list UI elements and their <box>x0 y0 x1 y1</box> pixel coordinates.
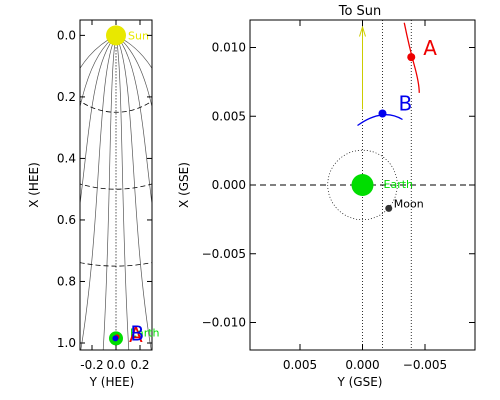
parker-spiral-line-2 <box>80 35 117 208</box>
parker-spiral-line-7 <box>115 35 152 208</box>
geocentric-y-tick-label-3: −0.005 <box>202 247 246 261</box>
moon-orbit <box>327 149 398 221</box>
moon-label: Moon <box>394 197 424 210</box>
stereo-b-label: B <box>130 321 144 345</box>
heliocentric-x-tick-label-1: 0.0 <box>106 358 125 372</box>
stereo-a-trajectory <box>403 22 420 93</box>
heliocentric-x-tick-label-0: -0.2 <box>80 358 103 372</box>
geocentric-plot-area <box>250 20 475 350</box>
heliocentric-y-tick-label-1: 0.2 <box>57 90 76 104</box>
geocentric-y-tick-label-1: 0.005 <box>212 109 246 123</box>
geocentric-y-tick-label-0: 0.010 <box>212 41 246 55</box>
geocentric-x-tick-label-2: −0.005 <box>403 358 447 372</box>
geocentric-panel: Earth Moon A B 0.005 0.000 −0.005 0.010 0.005 0.0… <box>177 4 476 389</box>
geocentric-x-tick-label-0: 0.005 <box>283 358 317 372</box>
geocentric-y-tick-label-4: −0.010 <box>202 316 246 330</box>
heliocentric-frame <box>79 19 153 351</box>
heliocentric-y-tick-label-3: 0.6 <box>57 213 76 227</box>
parker-spiral-line-5 <box>115 35 130 350</box>
parker-spiral-line-6 <box>115 35 152 350</box>
heliocentric-y-tick-label-2: 0.4 <box>57 151 76 165</box>
parker-spiral-line-0 <box>80 35 117 70</box>
parker-spiral-line-4 <box>102 35 117 350</box>
distance-arc-2 <box>80 262 152 267</box>
geocentric-title: To Sun <box>338 4 382 19</box>
stereo-b-marker-gse <box>378 109 387 118</box>
heliocentric-y-tick-label-0: 0.0 <box>57 28 76 42</box>
geocentric-y-tick-label-2: 0.000 <box>212 178 246 192</box>
heliocentric-y-axis-title: X (HEE) <box>27 162 41 208</box>
earth-label: Earth <box>130 326 160 339</box>
parker-spiral-line-8 <box>115 35 152 109</box>
parker-spiral-line-3 <box>80 35 117 350</box>
parker-spiral-line-9 <box>115 35 152 70</box>
heliocentric-x-tick-label-2: 0.2 <box>130 358 149 372</box>
geocentric-x-axis-title: Y (GSE) <box>336 375 382 389</box>
sun-direction-arrowhead <box>359 25 366 37</box>
heliocentric-y-tick-label-4: 0.8 <box>57 274 76 288</box>
geocentric-y-axis-title: X (GSE) <box>177 162 191 208</box>
earth-label-gse: Earth <box>384 178 414 191</box>
geocentric-axes: Earth Moon A B 0.005 0.000 −0.005 0.010 0.005 0.0… <box>202 20 475 372</box>
distance-arc-1 <box>80 183 152 190</box>
geocentric-x-tick-label-1: 0.000 <box>345 358 379 372</box>
sun-label: Sun <box>128 29 149 42</box>
heliocentric-plot-area <box>80 25 152 350</box>
stereo-b-marker <box>112 335 119 342</box>
distance-arc-0 <box>80 100 152 113</box>
parker-spiral-line-1 <box>80 35 117 109</box>
moon-marker <box>385 204 393 212</box>
stereo-a-label: A <box>129 323 143 347</box>
earth-marker-gse <box>351 174 374 196</box>
stereo-a-label-gse: A <box>423 36 437 60</box>
heliocentric-x-axis-title: Y (HEE) <box>89 375 135 389</box>
sun-marker <box>106 25 126 46</box>
heliocentric-y-tick-label-5: 1.0 <box>57 336 76 350</box>
stereo-b-label-gse: B <box>399 92 413 116</box>
stereo-a-marker-gse <box>407 53 416 62</box>
